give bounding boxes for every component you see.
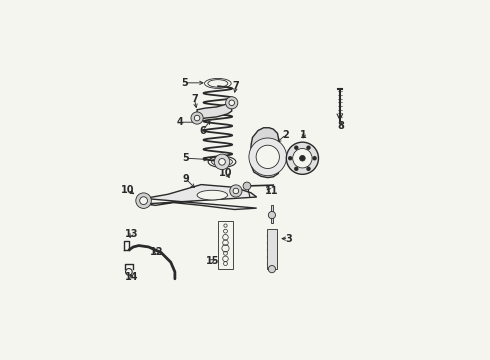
Circle shape (219, 158, 225, 165)
Circle shape (286, 142, 318, 174)
Text: 10: 10 (220, 168, 233, 179)
Text: 12: 12 (150, 247, 164, 257)
Circle shape (306, 145, 311, 150)
Circle shape (136, 193, 151, 208)
Circle shape (300, 156, 305, 161)
Text: 13: 13 (124, 229, 138, 239)
Circle shape (249, 138, 287, 176)
Circle shape (230, 185, 242, 197)
Circle shape (293, 149, 312, 168)
Text: 2: 2 (282, 130, 289, 140)
Bar (267, 229, 277, 269)
Text: 15: 15 (206, 256, 219, 266)
Circle shape (191, 112, 203, 124)
Circle shape (294, 145, 298, 150)
Text: 7: 7 (232, 81, 239, 91)
Circle shape (256, 145, 279, 168)
Circle shape (306, 167, 311, 171)
Text: 3: 3 (285, 234, 292, 244)
Text: 5: 5 (183, 153, 189, 163)
Circle shape (214, 154, 230, 170)
Circle shape (269, 211, 275, 219)
Text: 10: 10 (121, 185, 135, 195)
Text: 4: 4 (177, 117, 184, 127)
Circle shape (140, 197, 147, 204)
Polygon shape (197, 101, 232, 120)
Ellipse shape (197, 190, 227, 200)
Circle shape (233, 188, 239, 194)
Bar (271, 205, 273, 223)
Circle shape (269, 266, 275, 273)
Circle shape (313, 156, 317, 161)
Text: 11: 11 (265, 186, 279, 196)
Circle shape (229, 100, 235, 105)
Text: 5: 5 (181, 78, 188, 88)
Text: 14: 14 (124, 273, 138, 283)
Circle shape (225, 97, 238, 109)
Text: 9: 9 (183, 174, 189, 184)
Polygon shape (250, 128, 280, 177)
Circle shape (288, 156, 293, 161)
Circle shape (195, 115, 200, 121)
Bar (218, 221, 233, 269)
Circle shape (294, 167, 298, 171)
Text: 1: 1 (300, 130, 307, 140)
Polygon shape (145, 185, 257, 210)
Text: 7: 7 (191, 94, 197, 104)
Text: 8: 8 (338, 121, 344, 131)
Text: 6: 6 (199, 126, 206, 135)
Circle shape (243, 182, 251, 190)
